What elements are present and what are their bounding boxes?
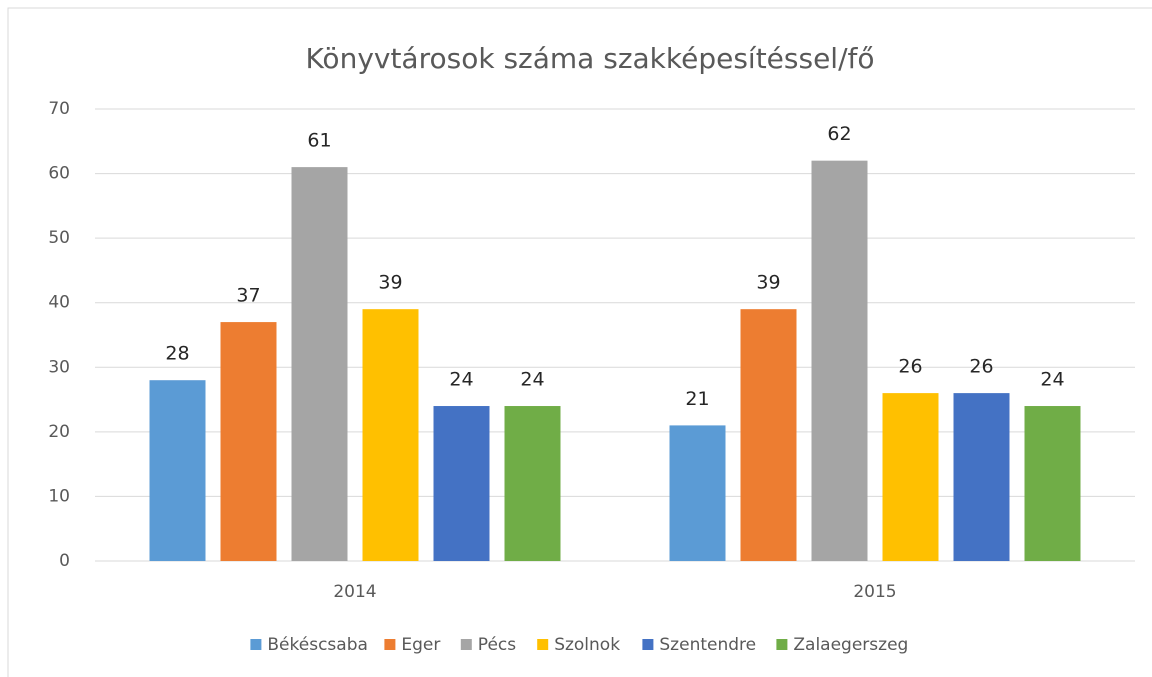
bar bbox=[669, 425, 726, 561]
legend-swatch bbox=[776, 639, 788, 650]
legend-label: Békéscsaba bbox=[267, 635, 368, 655]
data-label: 39 bbox=[378, 272, 402, 294]
bar bbox=[220, 322, 277, 561]
data-label: 24 bbox=[520, 369, 544, 391]
bar bbox=[811, 160, 868, 561]
bar bbox=[1024, 406, 1081, 561]
chart-border bbox=[7, 7, 1152, 677]
legend-label: Eger bbox=[401, 635, 440, 655]
y-tick-label: 10 bbox=[48, 486, 70, 506]
y-tick-label: 20 bbox=[48, 422, 70, 442]
bar bbox=[882, 393, 939, 561]
x-tick-label: 2015 bbox=[853, 582, 896, 602]
chart-title: Könyvtárosok száma szakképesítéssel/fő bbox=[305, 42, 874, 75]
y-tick-label: 70 bbox=[48, 99, 70, 119]
y-tick-label: 0 bbox=[59, 551, 70, 571]
data-label: 26 bbox=[969, 356, 993, 378]
data-label: 24 bbox=[1040, 369, 1064, 391]
legend-label: Szentendre bbox=[659, 635, 756, 655]
legend-swatch bbox=[642, 639, 654, 650]
bar bbox=[953, 393, 1010, 561]
data-label: 62 bbox=[827, 123, 851, 145]
bar bbox=[291, 167, 348, 561]
data-label: 21 bbox=[685, 388, 709, 410]
y-tick-label: 40 bbox=[48, 293, 70, 313]
bar bbox=[504, 406, 561, 561]
legend-label: Zalaegerszeg bbox=[793, 635, 908, 655]
bar bbox=[740, 309, 797, 561]
bar bbox=[433, 406, 490, 561]
legend-swatch bbox=[537, 639, 549, 650]
data-label: 61 bbox=[307, 130, 331, 152]
legend-label: Szolnok bbox=[554, 635, 620, 655]
data-label: 26 bbox=[898, 356, 922, 378]
y-tick-label: 60 bbox=[48, 164, 70, 184]
data-label: 24 bbox=[449, 369, 473, 391]
x-tick-label: 2014 bbox=[333, 582, 376, 602]
bar bbox=[149, 380, 206, 561]
legend-swatch bbox=[384, 639, 396, 650]
legend-swatch bbox=[460, 639, 472, 650]
data-label: 39 bbox=[756, 272, 780, 294]
data-label: 28 bbox=[165, 343, 189, 365]
y-tick-label: 50 bbox=[48, 228, 70, 248]
legend-swatch bbox=[250, 639, 262, 650]
data-label: 37 bbox=[236, 285, 260, 307]
y-tick-label: 30 bbox=[48, 357, 70, 377]
bar bbox=[362, 309, 419, 561]
legend-label: Pécs bbox=[478, 635, 516, 655]
